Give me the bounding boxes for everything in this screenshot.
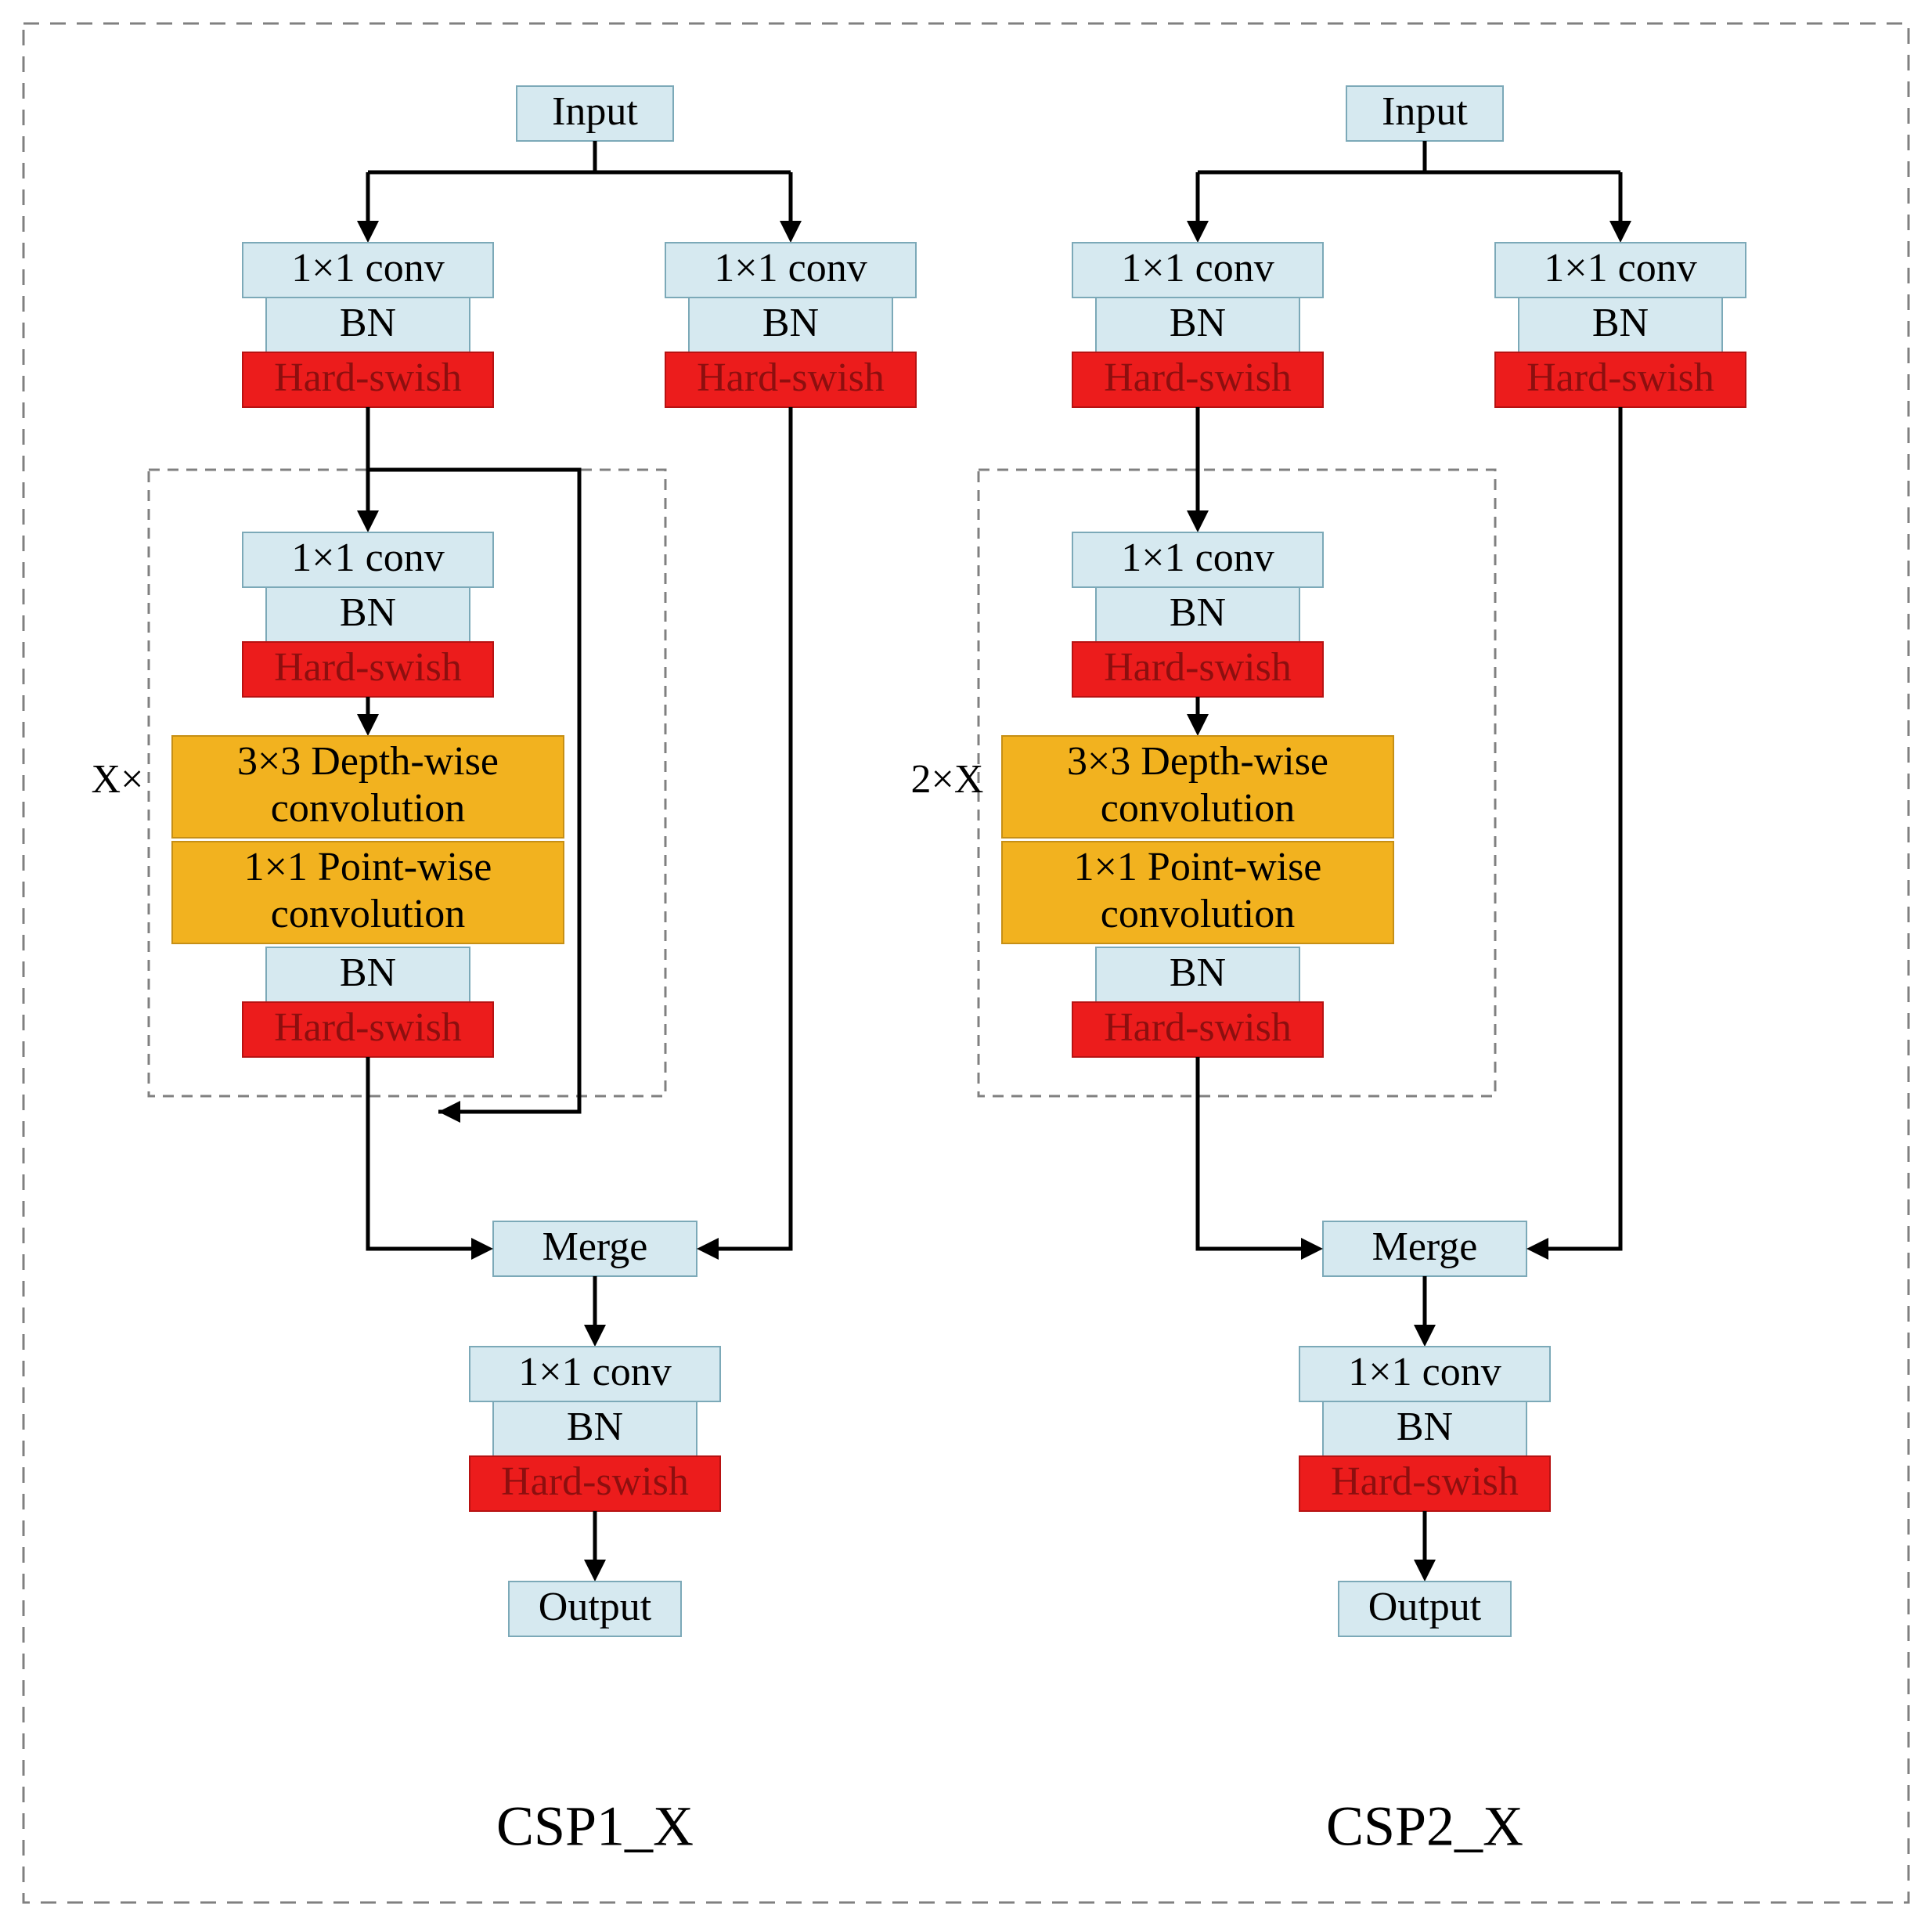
csp2-inner-pwconv-line0: 1×1 Point-wise	[1074, 845, 1322, 889]
csp1-inner-hs1-label: Hard-swish	[274, 645, 462, 690]
csp2-right-hs1-label: Hard-swish	[1526, 355, 1714, 400]
csp1-out-hs-label: Hard-swish	[501, 1459, 689, 1504]
csp1-inner-bn2-label: BN	[340, 950, 396, 995]
diagram-canvas: Input 1×1 conv BN Hard-swish 1×1 conv BN Hard-…	[0, 0, 1932, 1926]
csp1-out-conv-label: 1×1 conv	[518, 1350, 671, 1394]
csp1-multiplier: X×	[92, 757, 144, 802]
csp1-left-conv1-label: 1×1 conv	[291, 246, 444, 290]
csp2-out-hs-label: Hard-swish	[1331, 1459, 1519, 1504]
csp1-inner-dwconv-line1: convolution	[271, 786, 465, 831]
csp2-inner-bn2-label: BN	[1170, 950, 1226, 995]
csp1-input-label: Input	[552, 89, 638, 134]
csp2-out-bn-label: BN	[1397, 1405, 1453, 1449]
csp2-inner-conv-label: 1×1 conv	[1121, 536, 1274, 580]
csp2-inner-hs2-label: Hard-swish	[1104, 1005, 1292, 1050]
csp1-right-conv1-label: 1×1 conv	[714, 246, 867, 290]
csp1-right-hs1-label: Hard-swish	[697, 355, 885, 400]
csp2-right-bn1-label: BN	[1592, 301, 1649, 345]
csp2-inner-dwconv-line1: convolution	[1101, 786, 1295, 831]
csp2-output-label: Output	[1368, 1585, 1482, 1629]
csp2-merge-label: Merge	[1372, 1224, 1478, 1269]
csp1-right-bn1-label: BN	[762, 301, 819, 345]
csp1-merge-label: Merge	[542, 1224, 648, 1269]
csp2-inner-dwconv-line0: 3×3 Depth-wise	[1067, 739, 1328, 784]
csp1-output-label: Output	[539, 1585, 652, 1629]
csp1-left-hs1-label: Hard-swish	[274, 355, 462, 400]
csp1-inner-conv-label: 1×1 conv	[291, 536, 444, 580]
csp1-inner-hs2-label: Hard-swish	[274, 1005, 462, 1050]
csp1-inner-pwconv-line1: convolution	[271, 892, 465, 936]
csp2-right-conv1-label: 1×1 conv	[1544, 246, 1696, 290]
csp1-inner-pwconv-line0: 1×1 Point-wise	[244, 845, 492, 889]
csp1-out-bn-label: BN	[567, 1405, 623, 1449]
csp2-title: CSP2_X	[1326, 1795, 1523, 1858]
csp2-left-hs1-label: Hard-swish	[1104, 355, 1292, 400]
csp2-out-conv-label: 1×1 conv	[1348, 1350, 1501, 1394]
csp1-inner-dwconv-line0: 3×3 Depth-wise	[237, 739, 499, 784]
csp1-title: CSP1_X	[496, 1795, 694, 1858]
csp1-left-bn1-label: BN	[340, 301, 396, 345]
csp2-left-bn1-label: BN	[1170, 301, 1226, 345]
csp2-left-conv1-label: 1×1 conv	[1121, 246, 1274, 290]
csp2-multiplier: 2×X	[911, 757, 984, 802]
csp2-inner-hs1-label: Hard-swish	[1104, 645, 1292, 690]
csp2-inner-bn1-label: BN	[1170, 590, 1226, 635]
csp1-inner-bn1-label: BN	[340, 590, 396, 635]
csp2-input-label: Input	[1382, 89, 1468, 134]
csp2-inner-pwconv-line1: convolution	[1101, 892, 1295, 936]
